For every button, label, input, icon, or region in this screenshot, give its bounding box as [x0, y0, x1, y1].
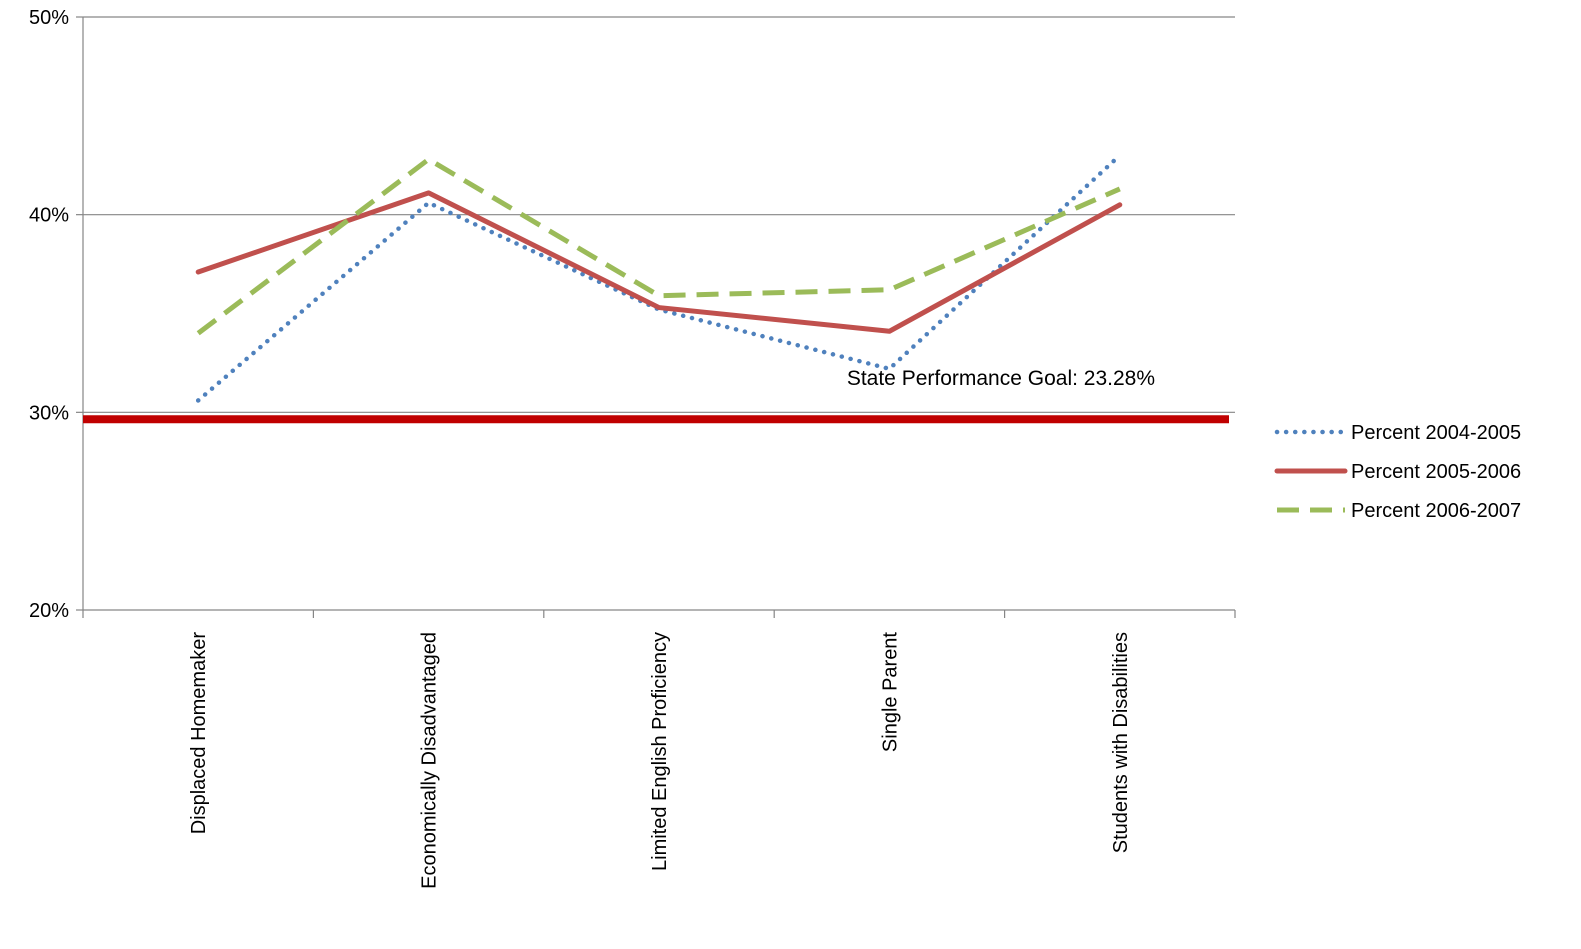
legend-label: Percent 2006-2007 [1351, 500, 1521, 522]
legend-label: Percent 2005-2006 [1351, 461, 1521, 483]
y-tick-label: 30% [29, 402, 69, 424]
goal-annotation: State Performance Goal: 23.28% [847, 367, 1155, 390]
y-tick-label: 40% [29, 205, 69, 227]
y-tick-label: 20% [29, 600, 69, 622]
series-line-3 [196, 156, 1121, 336]
legend: Percent 2004-2005 Percent 2005-2006 Percen… [1274, 422, 1521, 522]
x-category-label: Limited English Proficiency [649, 632, 671, 871]
series-line-2 [195, 190, 1123, 334]
x-category-label: Single Parent [879, 632, 901, 753]
y-tick-label: 50% [29, 7, 69, 29]
gridlines [83, 16, 1235, 413]
series-line-1 [195, 153, 1123, 403]
x-category-label: Students with Disabilities [1110, 632, 1132, 853]
x-category-label: Displaced Homemaker [188, 632, 210, 835]
series-layer [195, 153, 1123, 403]
x-category-label: Economically Disadvantaged [419, 632, 441, 889]
labels: 20% 30% 40% 50% Displaced Homemaker Economica… [29, 7, 1155, 889]
legend-label: Percent 2004-2005 [1351, 422, 1521, 444]
axes [76, 16, 1236, 618]
